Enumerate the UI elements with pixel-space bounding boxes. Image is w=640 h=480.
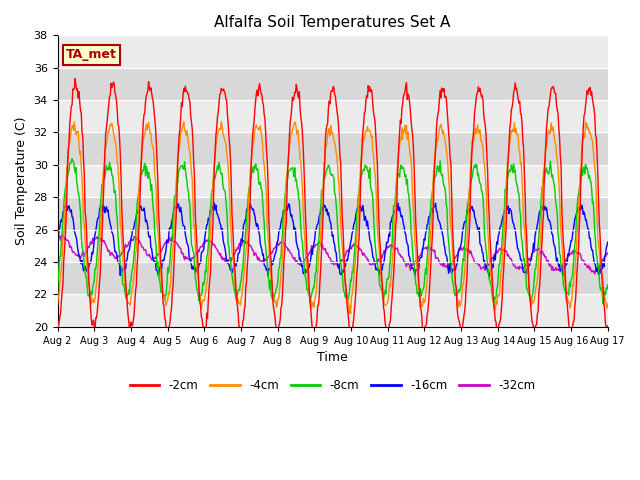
-4cm bbox=[63, 160, 71, 166]
-4cm bbox=[347, 311, 355, 317]
-16cm bbox=[177, 204, 184, 210]
-2cm bbox=[206, 276, 214, 282]
-16cm bbox=[206, 211, 214, 216]
-4cm bbox=[417, 299, 425, 305]
Bar bbox=[58, 68, 608, 100]
-2cm bbox=[604, 323, 612, 328]
-32cm bbox=[417, 253, 424, 259]
-8cm bbox=[604, 282, 612, 288]
Y-axis label: Soil Temperature (C): Soil Temperature (C) bbox=[15, 117, 28, 245]
-16cm bbox=[121, 263, 129, 269]
Line: -2cm: -2cm bbox=[58, 79, 608, 341]
-8cm bbox=[206, 209, 214, 215]
-32cm bbox=[401, 259, 408, 265]
-8cm bbox=[121, 289, 129, 295]
-8cm bbox=[63, 174, 71, 180]
-4cm bbox=[120, 273, 128, 278]
-2cm bbox=[348, 338, 355, 344]
-4cm bbox=[604, 301, 612, 307]
Bar bbox=[58, 132, 608, 165]
-32cm bbox=[604, 250, 612, 256]
-4cm bbox=[176, 140, 184, 145]
-4cm bbox=[218, 119, 225, 125]
-4cm bbox=[54, 302, 61, 308]
-2cm bbox=[121, 262, 129, 268]
-16cm bbox=[485, 273, 493, 279]
-8cm bbox=[417, 286, 424, 291]
Line: -8cm: -8cm bbox=[58, 159, 608, 306]
Line: -4cm: -4cm bbox=[58, 122, 608, 314]
Bar bbox=[58, 165, 608, 197]
-8cm bbox=[68, 156, 76, 162]
-32cm bbox=[58, 232, 66, 238]
-16cm bbox=[401, 224, 408, 230]
Text: TA_met: TA_met bbox=[66, 48, 116, 61]
-2cm bbox=[177, 112, 184, 118]
-16cm bbox=[417, 255, 424, 261]
-32cm bbox=[206, 239, 214, 245]
-8cm bbox=[177, 163, 184, 169]
-8cm bbox=[54, 285, 61, 291]
Bar bbox=[58, 294, 608, 327]
-4cm bbox=[401, 122, 409, 128]
-8cm bbox=[527, 303, 535, 309]
Bar bbox=[58, 36, 608, 68]
-4cm bbox=[205, 252, 213, 257]
-2cm bbox=[417, 307, 425, 312]
-2cm bbox=[63, 168, 71, 173]
X-axis label: Time: Time bbox=[317, 351, 348, 364]
-2cm bbox=[71, 76, 79, 82]
Bar bbox=[58, 197, 608, 229]
Title: Alfalfa Soil Temperatures Set A: Alfalfa Soil Temperatures Set A bbox=[214, 15, 451, 30]
-2cm bbox=[401, 89, 409, 95]
-32cm bbox=[177, 245, 184, 251]
-16cm bbox=[604, 239, 612, 245]
Line: -32cm: -32cm bbox=[58, 235, 608, 274]
-32cm bbox=[65, 238, 72, 243]
Bar bbox=[58, 229, 608, 262]
-32cm bbox=[121, 244, 129, 250]
-16cm bbox=[54, 235, 61, 240]
-8cm bbox=[401, 168, 408, 174]
-32cm bbox=[591, 271, 598, 277]
-2cm bbox=[54, 318, 61, 324]
Legend: -2cm, -4cm, -8cm, -16cm, -32cm: -2cm, -4cm, -8cm, -16cm, -32cm bbox=[125, 374, 540, 396]
-32cm bbox=[54, 232, 61, 238]
Bar bbox=[58, 262, 608, 294]
-16cm bbox=[62, 200, 70, 205]
Bar bbox=[58, 100, 608, 132]
-16cm bbox=[65, 204, 72, 210]
Line: -16cm: -16cm bbox=[58, 203, 608, 276]
